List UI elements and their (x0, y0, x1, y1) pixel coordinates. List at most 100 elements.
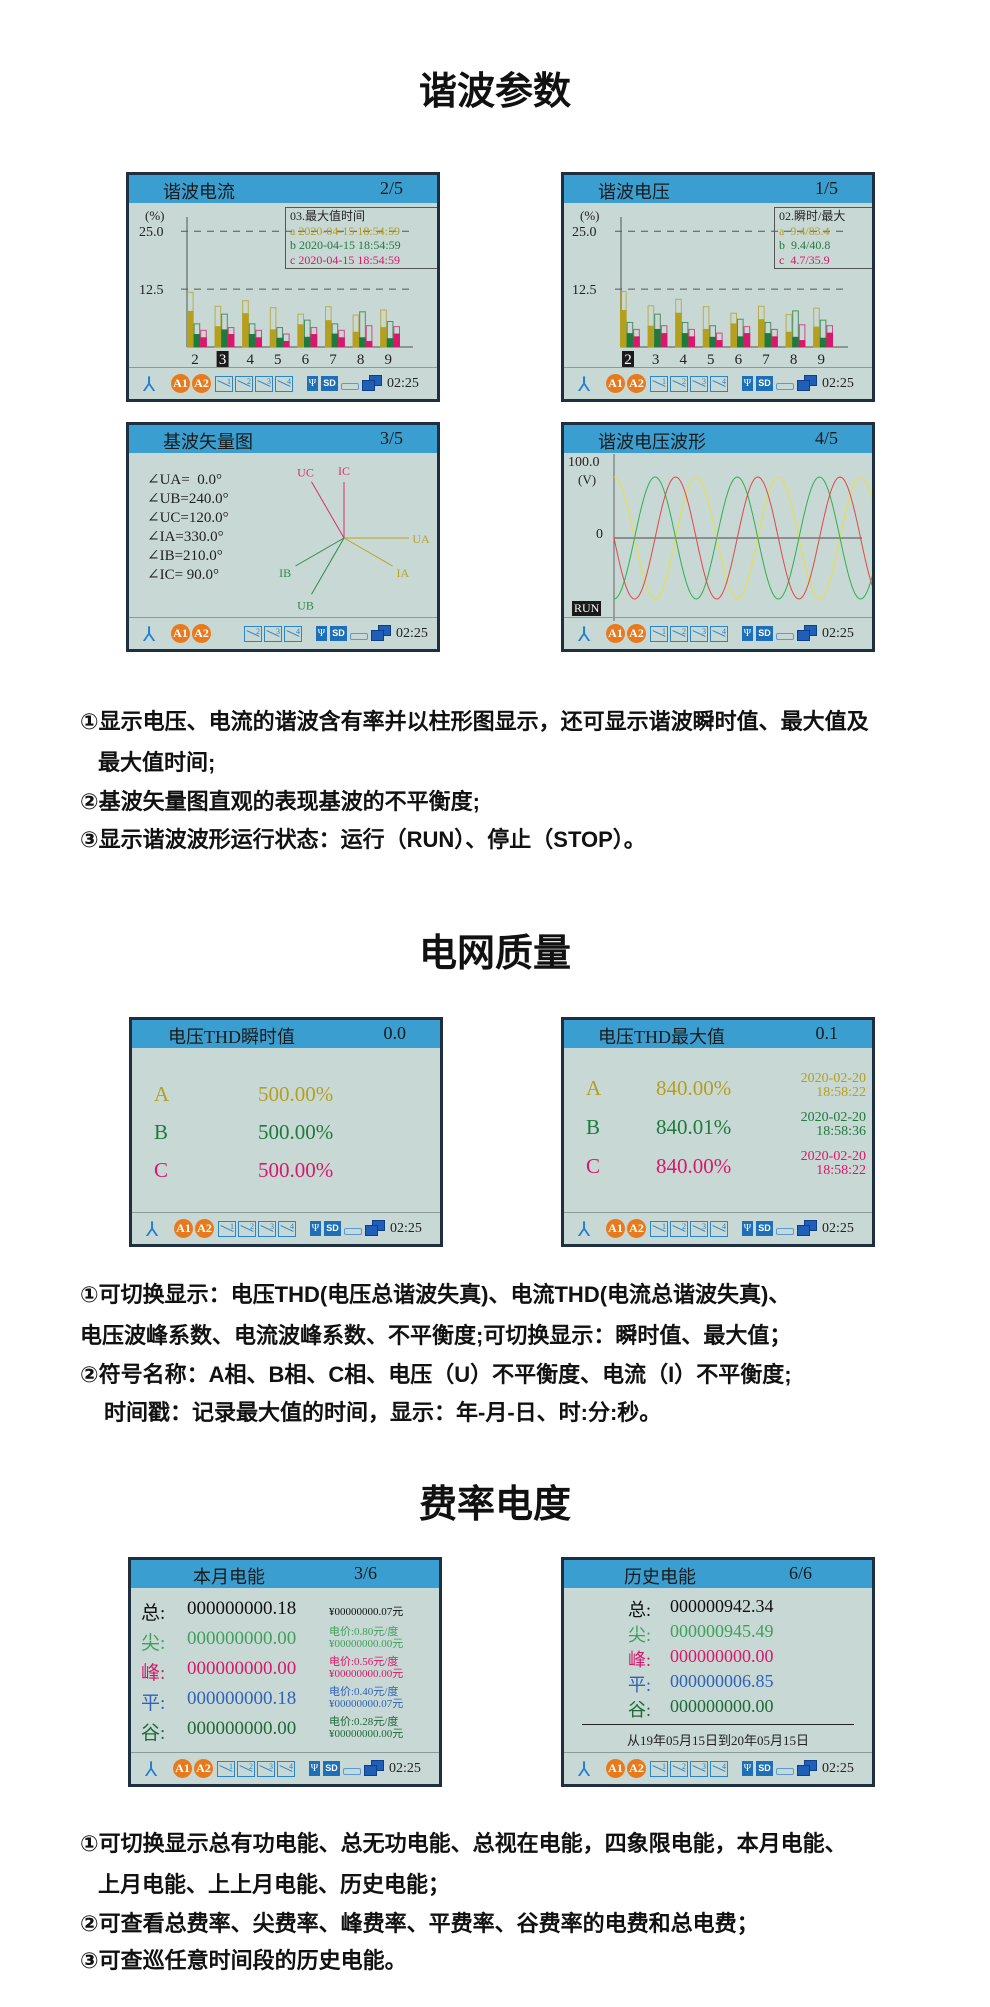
legend-head: 02.瞬时/最大 (779, 209, 846, 223)
sd-card-icon: SD (324, 1221, 341, 1236)
network-icon (362, 374, 384, 393)
y-tick-25: 25.0 (139, 225, 164, 240)
bar-instant-a (187, 310, 194, 347)
energy-label: 平: (628, 1675, 652, 1695)
legend-a: a 2020-04-15 18:54:59 (290, 223, 400, 238)
bar-instant-a (325, 320, 332, 347)
screen-title: 电压THD瞬时值 (168, 1027, 295, 1047)
envelope-icon-3: 3 (690, 375, 708, 392)
phase-label: A (154, 1082, 170, 1106)
envelope-icon-4: 4 (277, 1760, 295, 1777)
angle-ia: ∠IA=330.0° (147, 529, 224, 545)
x-tick-label: 9 (384, 352, 392, 368)
x-tick-label: 7 (762, 352, 770, 368)
x-tick-label: 6 (302, 352, 310, 368)
wye-icon: ⅄ (578, 1216, 591, 1241)
note-line: ②基波矢量图直观的表现基波的不平衡度; (80, 789, 480, 814)
serial-port-icon (776, 1768, 794, 1775)
unit-price: 电价:0.28元/度 (329, 1716, 399, 1728)
bar-instant-b (221, 329, 228, 347)
energy-value: 000000000.18 (187, 1598, 297, 1619)
screen-title: 本月电能 (193, 1567, 265, 1587)
energy-label: 总: (141, 1603, 166, 1624)
a1-icon: A1 (173, 1759, 192, 1778)
bar-instant-b (626, 333, 634, 347)
waveform-plot (613, 454, 872, 621)
legend-box: 03.最大值时间 a 2020-04-15 18:54:59 b 2020-04… (285, 207, 437, 269)
a2-icon: A2 (195, 1219, 214, 1238)
clock-time: 02:25 (389, 1760, 421, 1776)
energy-value: 000000000.00 (187, 1628, 297, 1649)
usb-icon: Ψ (309, 1761, 320, 1776)
bar-instant-b (193, 334, 201, 347)
envelope-icon-4: 4 (710, 1220, 728, 1237)
envelope-icon-3: 3 (255, 375, 273, 392)
phasor-ub (311, 537, 345, 595)
phase-label: C (154, 1158, 169, 1182)
a2-icon: A2 (192, 374, 211, 393)
unit-price: 电价:0.80元/度 (329, 1626, 399, 1638)
phasor-ia (343, 537, 393, 567)
run-state-badge: RUN (572, 601, 602, 616)
bar-instant-c (633, 336, 640, 347)
bar-instant-c (716, 340, 723, 347)
clock-time: 02:25 (822, 1760, 854, 1776)
thd-max-value: 840.00% (656, 1154, 732, 1178)
a1-icon: A1 (171, 374, 190, 393)
x-tick-label: 4 (246, 352, 254, 368)
bar-instant-c (255, 337, 262, 347)
serial-port-icon (776, 633, 794, 640)
max-time: 18:58:22 (816, 1085, 866, 1100)
unit-price: 电价:0.56元/度 (329, 1656, 399, 1668)
sd-card-icon: SD (323, 1761, 340, 1776)
x-tick-label: 3 (219, 352, 227, 368)
x-tick-label: 5 (707, 352, 715, 368)
bar-instant-a (352, 331, 360, 347)
note-line: ①显示电压、电流的谐波含有率并以柱形图显示，还可显示谐波瞬时值、最大值及 (80, 709, 869, 734)
max-time: 18:58:22 (816, 1163, 866, 1178)
energy-value: 000000942.34 (670, 1596, 774, 1616)
serial-port-icon (350, 633, 368, 640)
page-indicator: 2/5 (379, 178, 403, 198)
bar-instant-b (386, 338, 394, 347)
envelope-icon-1: 1 (650, 625, 668, 642)
a2-icon: A2 (627, 624, 646, 643)
unit-price: 电价:0.40元/度 (329, 1686, 399, 1698)
bar-instant-a (702, 328, 710, 347)
thd-max-screen: 电压THD最大值 0.1 ⅄ A1 A2 1 2 3 4 Ψ SD 02:25 A 840.00% 20… (561, 1017, 875, 1247)
note-line: 上月电能、上上月电能、历史电能； (98, 1872, 451, 1897)
legend-c: c 4.7/35.9 (779, 252, 830, 267)
title-bar: 历史电能 6/6 (564, 1560, 872, 1588)
legend-box: 02.瞬时/最大 a 9.4/83.4 b 9.4/40.8 c 4.7/35.… (774, 207, 872, 269)
x-tick-label: 8 (357, 352, 365, 368)
bar-instant-a (730, 323, 737, 347)
bar-instant-c (743, 333, 751, 347)
bar-instant-a (813, 326, 820, 347)
selected-order-highlight (622, 351, 634, 367)
phasor-label-ua: UA (412, 532, 430, 546)
thd-value: 500.00% (258, 1082, 334, 1106)
wye-icon: ⅄ (578, 371, 591, 396)
bar-instant-c (771, 336, 778, 347)
a2-icon: A2 (192, 624, 211, 643)
bar-instant-a (269, 329, 277, 347)
energy-value: 000000000.00 (187, 1658, 297, 1679)
a1-icon: A1 (606, 624, 625, 643)
usb-icon: Ψ (307, 376, 318, 391)
bar-instant-c (200, 337, 207, 347)
note-line: 时间戳：记录最大值的时间，显示：年-月-日、时:分:秒。 (104, 1400, 662, 1425)
x-tick-label: 7 (329, 352, 337, 368)
divider (582, 1724, 854, 1725)
bar-instant-b (819, 337, 827, 347)
energy-label: 平: (141, 1693, 166, 1714)
thd-max-value: 840.01% (656, 1115, 732, 1139)
serial-port-icon (776, 1228, 794, 1235)
thd-value: 500.00% (258, 1120, 334, 1144)
phasor-diagram: UA UB UC IA IB IC (279, 464, 430, 613)
angle-list: ∠UA= 0.0° ∠UB=240.0° ∠UC=120.0° ∠IA=330.0° ∠… (147, 471, 229, 585)
energy-label: 峰: (141, 1663, 166, 1684)
phasor-ib (295, 537, 345, 567)
phase-label: A (586, 1076, 602, 1100)
envelope-icon-3: 3 (690, 625, 708, 642)
usb-icon: Ψ (742, 1761, 753, 1776)
